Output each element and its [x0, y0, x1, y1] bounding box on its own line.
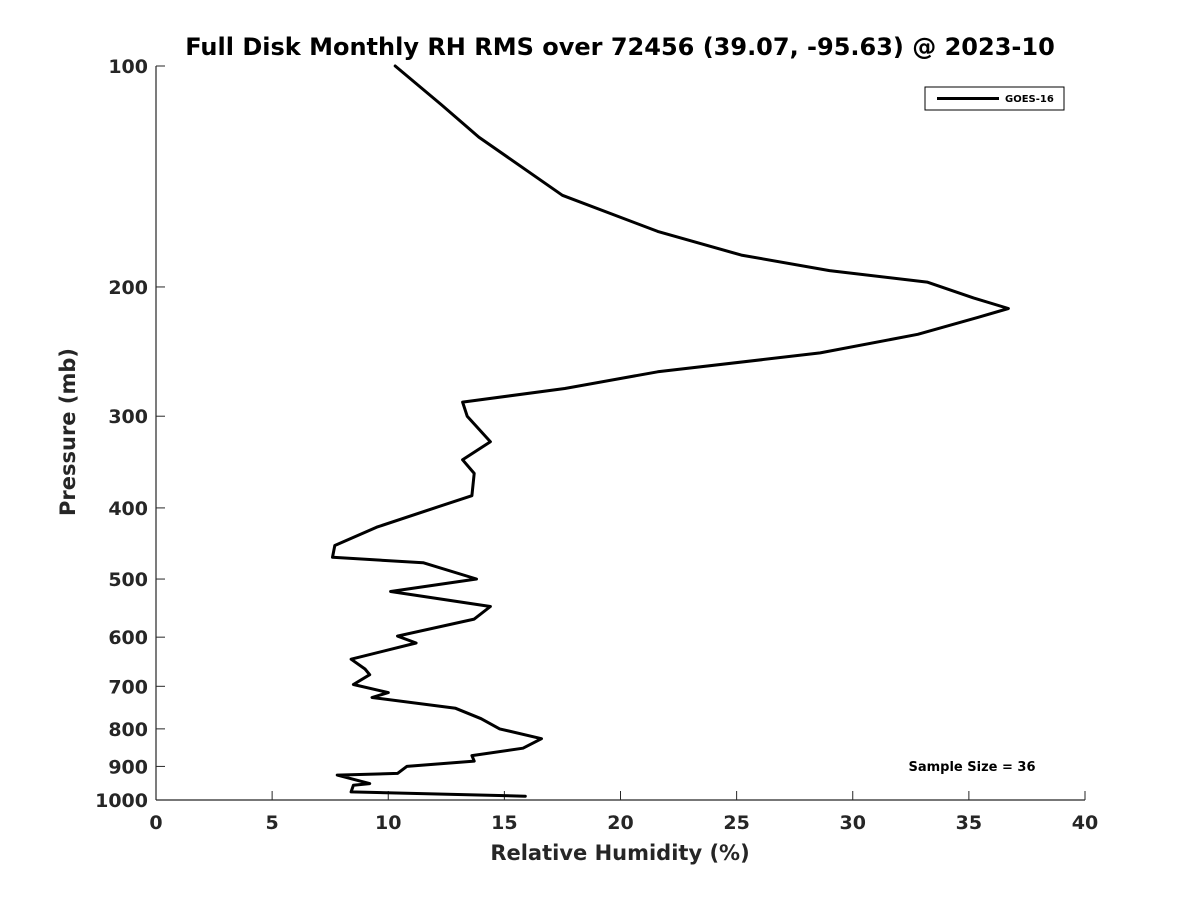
- y-tick-label: 700: [108, 676, 148, 698]
- y-tick-label: 200: [108, 277, 148, 299]
- x-tick-label: 10: [375, 812, 401, 834]
- x-tick-label: 35: [956, 812, 982, 834]
- data-points: [332, 65, 1009, 797]
- y-axis-ticks: 100 200 300 400 500 600 700 800 900 1000: [95, 56, 165, 812]
- x-tick-label: 30: [840, 812, 866, 834]
- y-tick-label: 800: [108, 719, 148, 741]
- x-axis-ticks: 0 5 10 15 20 25 30 35 40: [149, 791, 1098, 834]
- y-tick-label: 400: [108, 498, 148, 520]
- y-tick-label: 300: [108, 406, 148, 428]
- goes-16-line: [331, 64, 1010, 798]
- x-tick-label: 25: [723, 812, 749, 834]
- y-tick-label: 1000: [95, 790, 148, 812]
- legend: GOES-16: [924, 86, 1065, 111]
- x-tick-label: 20: [607, 812, 633, 834]
- x-tick-label: 40: [1072, 812, 1098, 834]
- y-tick-label: 500: [108, 569, 148, 591]
- y-tick-label: 900: [108, 756, 148, 778]
- y-axis-label: Pressure (mb): [56, 348, 80, 516]
- chart-title: Full Disk Monthly RH RMS over 72456 (39.…: [185, 33, 1055, 61]
- legend-label-goes-16: GOES-16: [1005, 94, 1054, 105]
- y-tick-label: 100: [108, 56, 148, 78]
- x-tick-label: 0: [149, 812, 162, 834]
- x-tick-label: 15: [491, 812, 517, 834]
- sample-size-annotation: Sample Size = 36: [908, 760, 1035, 775]
- x-axis-label: Relative Humidity (%): [490, 841, 749, 865]
- y-tick-label: 600: [108, 627, 148, 649]
- x-tick-label: 5: [266, 812, 279, 834]
